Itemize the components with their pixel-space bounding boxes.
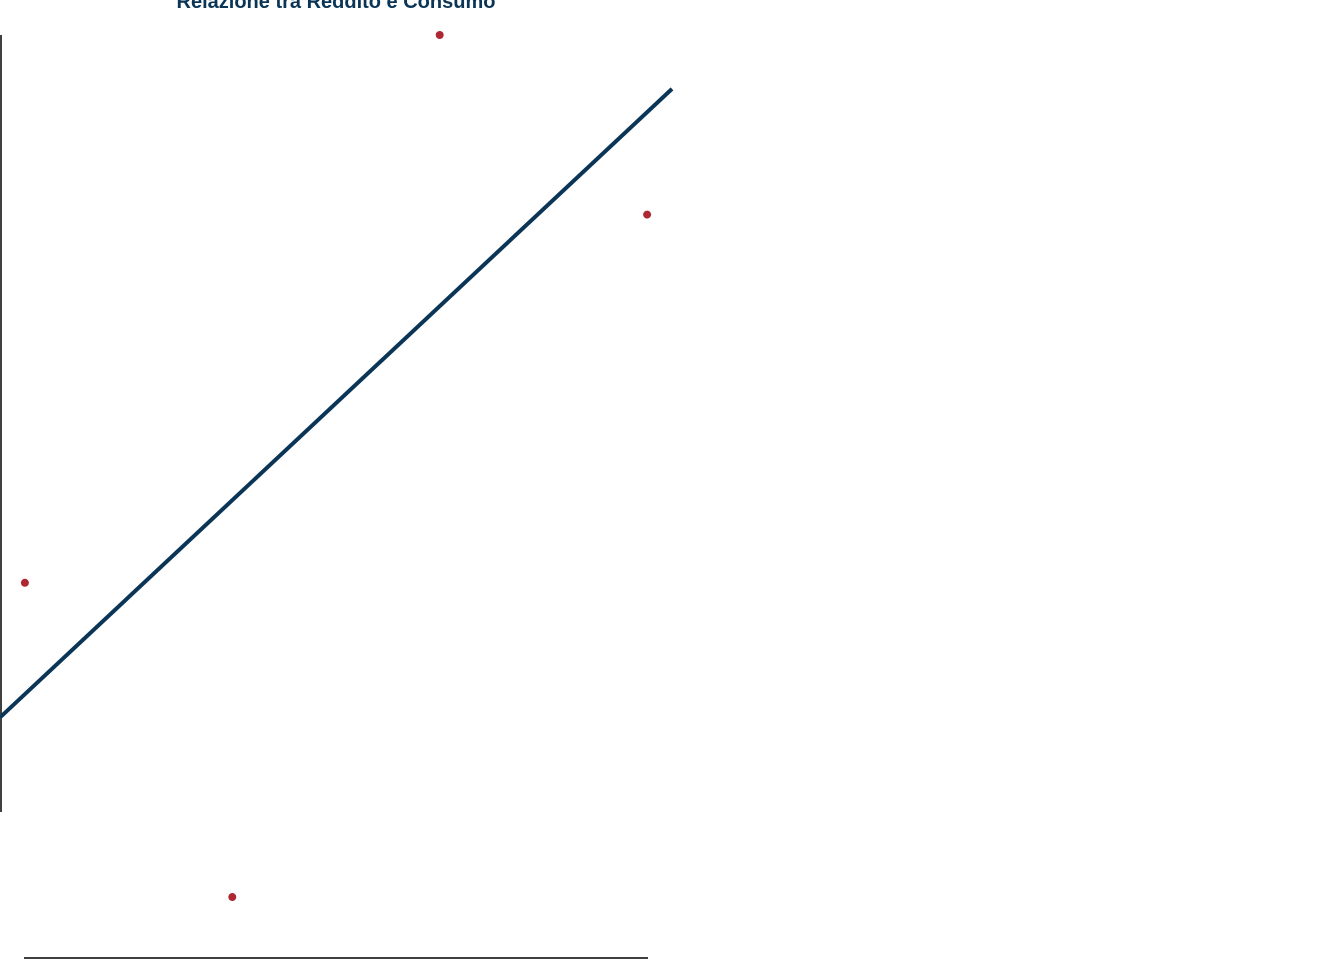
data-point [228,893,237,902]
chart-title: Relazione tra Reddito e Consumo [177,0,496,13]
trendline-layer [0,87,674,719]
trendline [0,87,674,719]
data-point [20,578,29,587]
data-point [435,31,444,39]
data-point [643,210,652,219]
points-layer [20,31,652,902]
